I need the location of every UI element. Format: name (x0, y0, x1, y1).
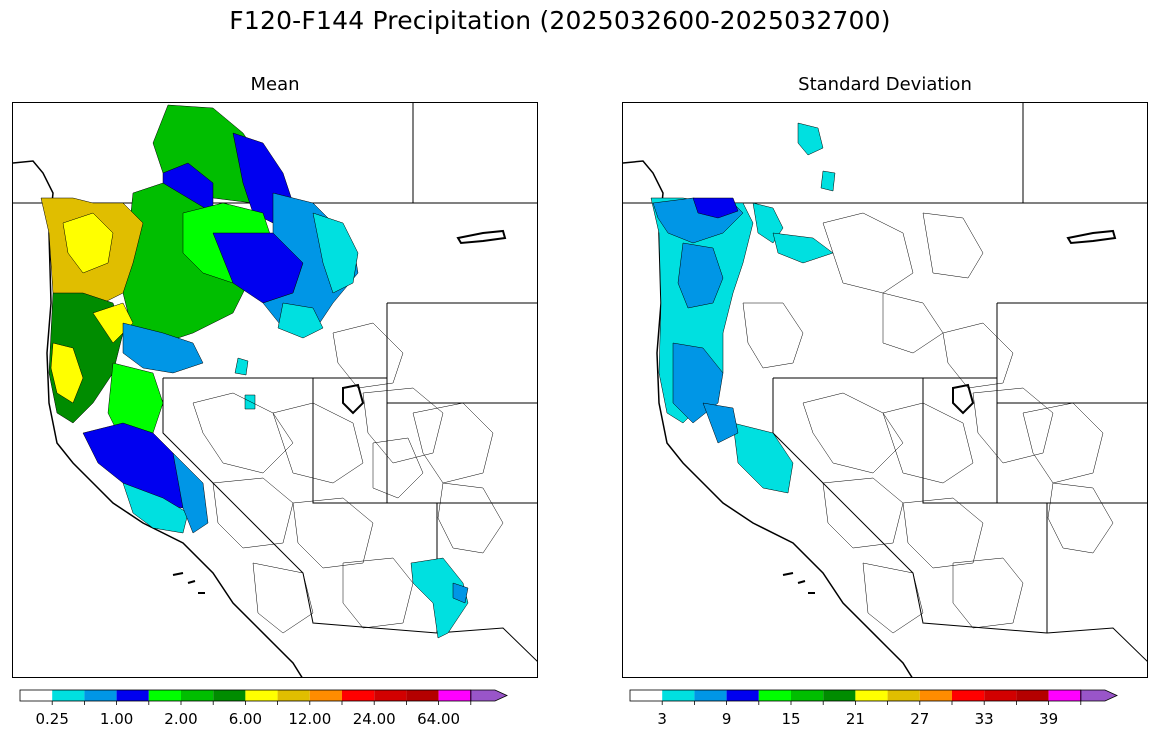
colorbar-segment (758, 690, 791, 701)
colorbar-segment (1016, 690, 1049, 701)
lake-superior-fragment (1066, 229, 1117, 245)
colorbar-segment (919, 690, 952, 701)
colorbar-segment (406, 690, 439, 701)
colorbar-segment (855, 690, 888, 701)
colorbar-segment (116, 690, 149, 701)
colorbar-tick-label: 24.00 (352, 710, 396, 728)
panel-title-std: Standard Deviation (798, 74, 972, 95)
colorbar-segment (952, 690, 985, 701)
colorbar-segment (374, 690, 407, 701)
colorbar-tick-label: 33 (974, 710, 994, 728)
mean-colorbar: 0.25 1.00 2.00 6.00 12.00 24.00 64.00 (0, 686, 560, 741)
colorbar-tick-label: 6.00 (228, 710, 263, 728)
colorbar-segment (1048, 690, 1081, 701)
lake-superior-fragment (456, 229, 507, 245)
colorbar-segment (791, 690, 824, 701)
colorbar-tick-label: 2.00 (164, 710, 198, 728)
colorbar-segment (213, 690, 246, 701)
colorbar-segment (342, 690, 375, 701)
std-map-svg (623, 103, 1147, 677)
mean-precip-fields (40, 104, 469, 639)
basin-outlines (742, 212, 1114, 634)
colorbar-segment (148, 690, 181, 701)
channel-islands (782, 572, 815, 594)
great-salt-lake (342, 383, 365, 415)
colorbar-segment (438, 690, 471, 701)
colorbar-tick-label: 1.00 (99, 710, 134, 728)
panel-title-mean: Mean (250, 74, 300, 95)
colorbar-segment (726, 690, 759, 701)
std-colorbar-svg (629, 689, 1118, 705)
colorbar-segment (277, 690, 310, 701)
colorbar-tick-label: 39 (1039, 710, 1059, 728)
std-colorbar: 3 9 15 21 27 33 39 (610, 686, 1159, 741)
colorbar-segment (20, 690, 53, 701)
colorbar-tick-label: 9 (721, 710, 732, 728)
mean-map (12, 102, 538, 678)
std-precip-fields (650, 122, 836, 494)
colorbar-tick-label: 3 (657, 710, 667, 728)
colorbar-segment (887, 690, 920, 701)
colorbar-tick-label: 64.00 (417, 710, 461, 728)
colorbar-tick-label: 27 (910, 710, 930, 728)
colorbar-extend-arrow (1080, 689, 1118, 702)
colorbar-extend-arrow (470, 689, 508, 702)
mean-map-svg (13, 103, 537, 677)
colorbar-segment (52, 690, 85, 701)
std-map (622, 102, 1148, 678)
colorbar-tick-label: 15 (781, 710, 801, 728)
colorbar-tick-label: 21 (845, 710, 865, 728)
figure-title: F120-F144 Precipitation (2025032600-2025… (229, 6, 891, 35)
colorbar-segment (309, 690, 342, 701)
colorbar-segment (181, 690, 214, 701)
colorbar-tick-label: 12.00 (288, 710, 332, 728)
channel-islands (172, 572, 205, 594)
colorbar-segment (84, 690, 117, 701)
colorbar-segment (245, 690, 278, 701)
colorbar-segment (694, 690, 727, 701)
mean-colorbar-svg (19, 689, 508, 705)
colorbar-segment (823, 690, 856, 701)
colorbar-segment (630, 690, 663, 701)
great-salt-lake (952, 383, 975, 415)
basin-outlines (192, 322, 504, 634)
colorbar-tick-label: 0.25 (35, 710, 69, 728)
colorbar-segment (984, 690, 1017, 701)
colorbar-segment (662, 690, 695, 701)
